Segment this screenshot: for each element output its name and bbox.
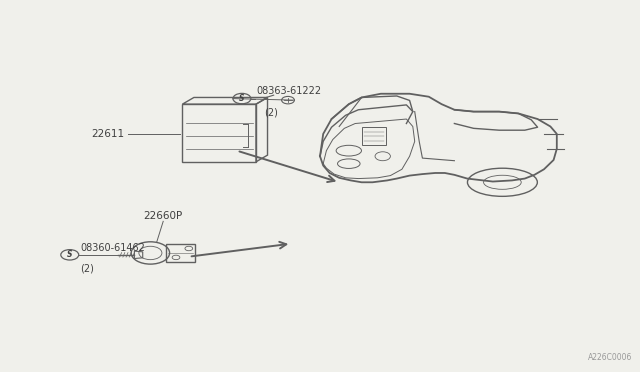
Text: S: S	[239, 94, 244, 103]
Text: 22611: 22611	[92, 129, 125, 139]
Text: (2): (2)	[264, 108, 278, 118]
Text: A226C0006: A226C0006	[588, 353, 632, 362]
Text: 08360-61462: 08360-61462	[80, 243, 145, 253]
Text: 08363-61222: 08363-61222	[256, 86, 321, 96]
Text: (2): (2)	[80, 264, 94, 274]
Text: S: S	[67, 250, 72, 259]
Text: 22660P: 22660P	[143, 211, 183, 221]
Bar	[362, 127, 386, 145]
